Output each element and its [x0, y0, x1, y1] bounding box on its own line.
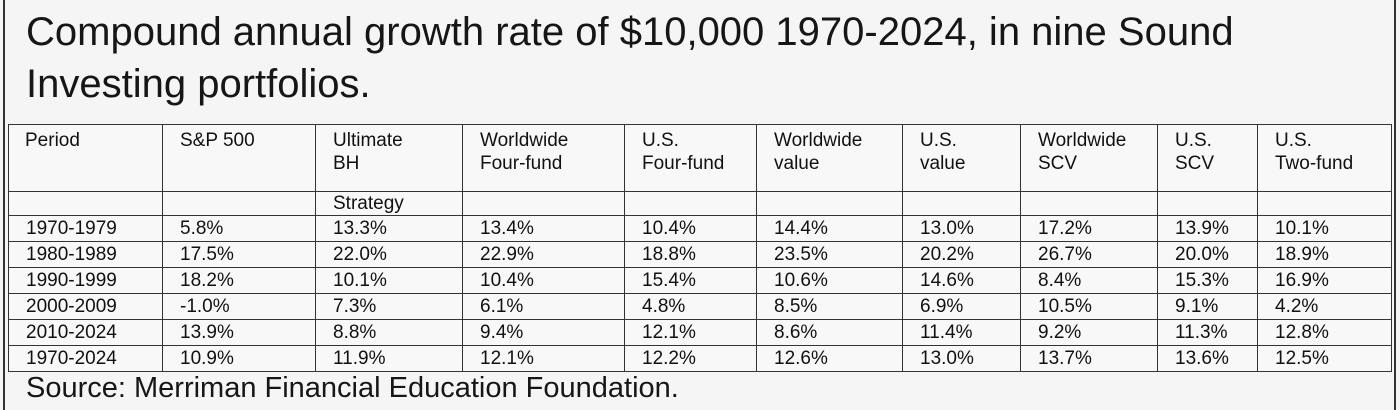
- column-header-period: Period: [8, 124, 163, 192]
- value-cell: 14.6%: [902, 267, 1021, 294]
- value-cell: 9.2%: [1020, 319, 1158, 346]
- page-frame: [3, 0, 1396, 410]
- value-cell: 18.8%: [624, 241, 757, 268]
- value-cell: 5.8%: [162, 215, 316, 242]
- table-row: 2000-2009 -1.0% 7.3% 6.1% 4.8% 8.5% 6.9%…: [8, 293, 1392, 320]
- value-cell: 18.2%: [162, 267, 316, 294]
- table-header: Period S&P 500 Ultimate BH Worldwide Four-…: [8, 124, 1392, 216]
- value-cell: 16.9%: [1257, 267, 1392, 294]
- value-cell: 12.2%: [624, 345, 757, 372]
- value-cell: 12.1%: [462, 345, 625, 372]
- value-cell: 10.4%: [624, 215, 757, 242]
- column-header-worldwide-four-fund: Worldwide Four-fund: [462, 124, 625, 192]
- value-cell: 8.4%: [1020, 267, 1158, 294]
- subheader-cell: [1157, 191, 1258, 216]
- subheader-cell: [1020, 191, 1158, 216]
- value-cell: 8.8%: [315, 319, 463, 346]
- value-cell: 8.5%: [756, 293, 903, 320]
- subheader-cell: [162, 191, 316, 216]
- column-header-sp500: S&P 500: [162, 124, 316, 192]
- table-row: 1970-2024 10.9% 11.9% 12.1% 12.2% 12.6% …: [8, 345, 1392, 372]
- value-cell: 11.4%: [902, 319, 1021, 346]
- column-header-us-scv: U.S. SCV: [1157, 124, 1258, 192]
- table-row: 1970-1979 5.8% 13.3% 13.4% 10.4% 14.4% 1…: [8, 215, 1392, 242]
- column-header-us-two-fund: U.S. Two-fund: [1257, 124, 1392, 192]
- value-cell: 7.3%: [315, 293, 463, 320]
- value-cell: 13.6%: [1157, 345, 1258, 372]
- period-cell: 2010-2024: [8, 319, 163, 346]
- period-cell: 1980-1989: [8, 241, 163, 268]
- value-cell: 12.1%: [624, 319, 757, 346]
- value-cell: 15.3%: [1157, 267, 1258, 294]
- column-header-worldwide-value: Worldwide value: [756, 124, 903, 192]
- period-cell: 1970-2024: [8, 345, 163, 372]
- value-cell: 18.9%: [1257, 241, 1392, 268]
- value-cell: 4.8%: [624, 293, 757, 320]
- cagr-table: Period S&P 500 Ultimate BH Worldwide Four-…: [8, 124, 1392, 372]
- value-cell: 10.5%: [1020, 293, 1158, 320]
- page-title: Compound annual growth rate of $10,000 1…: [26, 10, 1234, 106]
- column-header-us-four-fund: U.S. Four-fund: [624, 124, 757, 192]
- source-note: Source: Merriman Financial Education Fou…: [26, 372, 679, 404]
- value-cell: 12.5%: [1257, 345, 1392, 372]
- table-body: 1970-1979 5.8% 13.3% 13.4% 10.4% 14.4% 1…: [8, 215, 1392, 372]
- column-header-worldwide-scv: Worldwide SCV: [1020, 124, 1158, 192]
- column-header-us-value: U.S. value: [902, 124, 1021, 192]
- value-cell: 13.9%: [162, 319, 316, 346]
- value-cell: 10.1%: [315, 267, 463, 294]
- value-cell: 13.4%: [462, 215, 625, 242]
- value-cell: 13.0%: [902, 345, 1021, 372]
- value-cell: 10.1%: [1257, 215, 1392, 242]
- subheader-cell: [902, 191, 1021, 216]
- period-cell: 1990-1999: [8, 267, 163, 294]
- column-header-ultimate-bh: Ultimate BH: [315, 124, 463, 192]
- value-cell: 13.0%: [902, 215, 1021, 242]
- value-cell: 17.2%: [1020, 215, 1158, 242]
- value-cell: 23.5%: [756, 241, 903, 268]
- value-cell: 26.7%: [1020, 241, 1158, 268]
- table-row: 2010-2024 13.9% 8.8% 9.4% 12.1% 8.6% 11.…: [8, 319, 1392, 346]
- value-cell: 9.1%: [1157, 293, 1258, 320]
- value-cell: 17.5%: [162, 241, 316, 268]
- value-cell: 9.4%: [462, 319, 625, 346]
- value-cell: 8.6%: [756, 319, 903, 346]
- value-cell: 10.4%: [462, 267, 625, 294]
- value-cell: -1.0%: [162, 293, 316, 320]
- value-cell: 20.2%: [902, 241, 1021, 268]
- value-cell: 11.3%: [1157, 319, 1258, 346]
- value-cell: 13.7%: [1020, 345, 1158, 372]
- period-cell: 1970-1979: [8, 215, 163, 242]
- header-row: Period S&P 500 Ultimate BH Worldwide Four-…: [8, 124, 1392, 192]
- value-cell: 11.9%: [315, 345, 463, 372]
- subheader-strategy: Strategy: [315, 191, 463, 216]
- period-cell: 2000-2009: [8, 293, 163, 320]
- value-cell: 12.8%: [1257, 319, 1392, 346]
- value-cell: 20.0%: [1157, 241, 1258, 268]
- value-cell: 13.9%: [1157, 215, 1258, 242]
- subheader-cell: [756, 191, 903, 216]
- value-cell: 15.4%: [624, 267, 757, 294]
- header-subrow: Strategy: [8, 191, 1392, 216]
- value-cell: 6.1%: [462, 293, 625, 320]
- value-cell: 4.2%: [1257, 293, 1392, 320]
- subheader-cell: [624, 191, 757, 216]
- subheader-cell: [1257, 191, 1392, 216]
- value-cell: 10.6%: [756, 267, 903, 294]
- value-cell: 22.0%: [315, 241, 463, 268]
- value-cell: 12.6%: [756, 345, 903, 372]
- value-cell: 22.9%: [462, 241, 625, 268]
- table-row: 1990-1999 18.2% 10.1% 10.4% 15.4% 10.6% …: [8, 267, 1392, 294]
- subheader-cell: [8, 191, 163, 216]
- table-row: 1980-1989 17.5% 22.0% 22.9% 18.8% 23.5% …: [8, 241, 1392, 268]
- subheader-cell: [462, 191, 625, 216]
- value-cell: 13.3%: [315, 215, 463, 242]
- value-cell: 10.9%: [162, 345, 316, 372]
- value-cell: 14.4%: [756, 215, 903, 242]
- value-cell: 6.9%: [902, 293, 1021, 320]
